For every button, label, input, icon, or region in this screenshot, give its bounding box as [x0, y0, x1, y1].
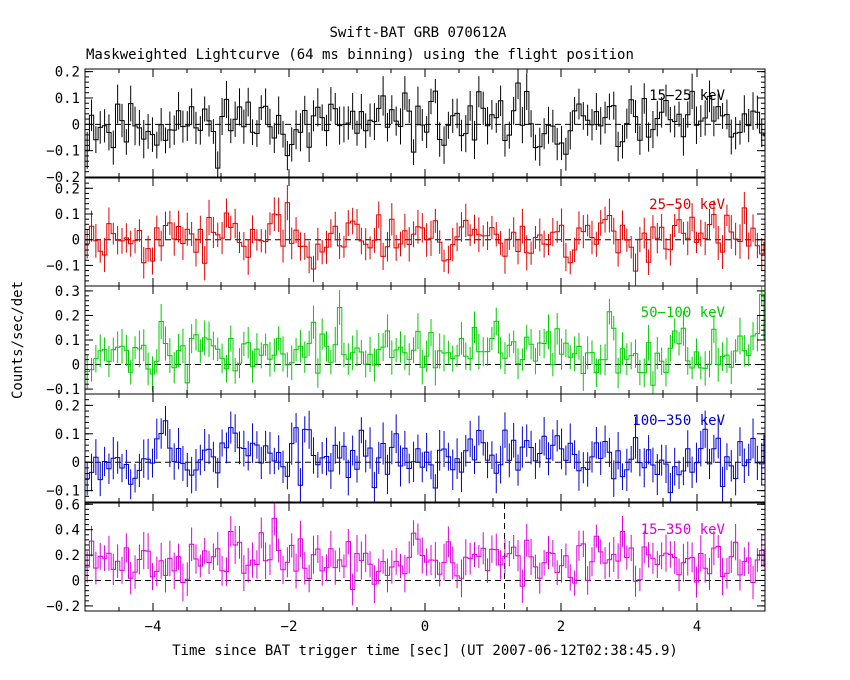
y-tick-label: 0 — [72, 117, 80, 133]
energy-band-label: 100−350 keV — [632, 413, 725, 429]
y-tick-label: 0.1 — [55, 333, 80, 349]
y-tick-label: −0.1 — [46, 144, 80, 160]
x-tick-label: 0 — [421, 619, 429, 635]
lightcurve-series — [85, 517, 765, 590]
energy-band-label: 25−50 keV — [649, 197, 725, 213]
energy-band-label: 50−100 keV — [641, 305, 726, 321]
panel-100-350-kev: −0.1 0 0.1 0.2 100−350 keV — [46, 393, 766, 503]
x-tick-label: 2 — [557, 619, 565, 635]
y-tick-label: 0 — [72, 574, 80, 590]
lightcurve-series — [85, 82, 765, 169]
y-tick-label: 0 — [72, 233, 80, 249]
panel-25-50-kev: −0.1 0 0.1 0.2 25−50 keV — [46, 177, 766, 287]
x-tick-label: −4 — [145, 619, 162, 635]
panel-15-25-kev: −0.2 −0.1 0 0.1 0.2 15−25 keV — [46, 65, 766, 186]
y-tick-label: 0.3 — [55, 284, 80, 300]
y-tick-label: 0.1 — [55, 91, 80, 107]
energy-band-label: 15−350 keV — [641, 522, 726, 538]
y-tick-label: 0.6 — [55, 497, 80, 513]
panel-50-100-kev: −0.1 0 0.1 0.2 0.3 50−100 keV — [46, 284, 766, 398]
panel-15-350-kev: −0.2 0 0.2 0.4 0.6 15−350 keV — [46, 497, 766, 615]
y-tick-label: 0.2 — [55, 181, 80, 197]
panels-group: −0.2 −0.1 0 0.1 0.2 15−25 keV −0.1 0 0.1 0.2 25−50… — [46, 65, 766, 635]
y-tick-label: 0.2 — [55, 308, 80, 324]
y-tick-label: −0.1 — [46, 382, 80, 398]
x-tick-label: 4 — [693, 619, 701, 635]
y-tick-label: 0.2 — [55, 548, 80, 564]
chart-title: Swift-BAT GRB 070612A — [329, 25, 507, 41]
y-tick-label: 0 — [72, 455, 80, 471]
y-axis-label: Counts/sec/det — [10, 281, 26, 399]
y-tick-label: 0 — [72, 358, 80, 374]
y-tick-label: −0.1 — [46, 484, 80, 500]
y-tick-label: 0.1 — [55, 427, 80, 443]
energy-band-label: 15−25 keV — [649, 88, 725, 104]
x-tick-label: −2 — [281, 619, 298, 635]
lightcurve-series — [85, 202, 765, 272]
y-tick-label: 0.1 — [55, 207, 80, 223]
y-tick-label: −0.1 — [46, 258, 80, 274]
chart-subtitle: Maskweighted Lightcurve (64 ms binning) … — [86, 47, 634, 63]
y-tick-label: 0.4 — [55, 523, 80, 539]
lightcurve-series — [85, 293, 765, 386]
y-tick-label: 0.2 — [55, 65, 80, 81]
y-tick-label: −0.2 — [46, 170, 80, 186]
x-axis-label: Time since BAT trigger time [sec] (UT 20… — [172, 643, 678, 659]
y-tick-label: −0.2 — [46, 599, 80, 615]
lightcurve-series — [85, 420, 765, 494]
y-tick-label: 0.2 — [55, 398, 80, 414]
